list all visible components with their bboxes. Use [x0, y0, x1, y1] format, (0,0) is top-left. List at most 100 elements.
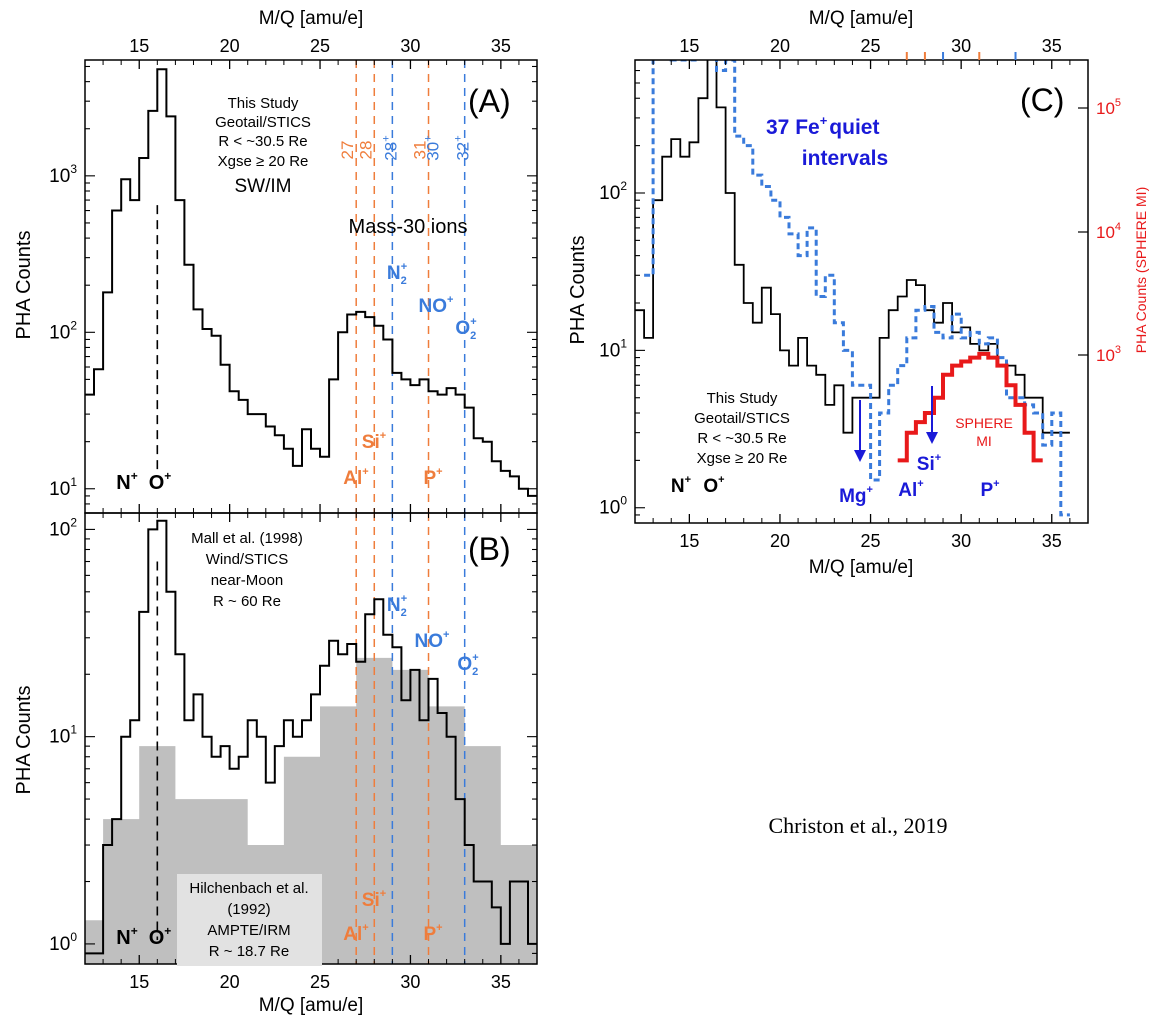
orange-line-label: 27 [338, 141, 357, 160]
y-tick-label: 101 [49, 475, 77, 500]
panel-c-axes: 15 15 20 20 25 25 30 30 35 35 100 101 102 103 104 105 [599, 36, 1121, 551]
panel-a-note-line-2: Geotail/STICS [215, 114, 311, 131]
panel-b-histogram [85, 519, 537, 955]
y-tick-label: 101 [599, 336, 627, 361]
panel-c: 15 15 20 20 25 25 30 30 35 35 100 101 102 103 104 105 M… [567, 8, 1149, 578]
panel-b: 15 20 25 30 35 100 101 102 M/Q [amu/e] PHA Coun… [13, 512, 538, 1016]
panel-a-data-layer [85, 68, 537, 497]
panel-c-note-line-1: This Study [707, 390, 778, 407]
ion-label-o2-plus: O2+ [457, 652, 478, 678]
panel-c-label: (C) [1020, 82, 1064, 118]
ion-label-o-plus: O+ [703, 474, 724, 497]
ion-label-n2-plus: N2+ [387, 593, 407, 619]
ion-label-al-plus: Al+ [898, 478, 923, 501]
panel-c-sphere-histogram [897, 351, 1043, 463]
panel-c-right-axis-title: PHA Counts (SPHERE MI) [1133, 187, 1149, 354]
ion-arrow-head [854, 450, 866, 462]
panel-a-ion-labels: N+ O+ Al+ Si+ P+ N2+ NO+O2+ [116, 261, 476, 494]
ion-arrow-head [926, 432, 938, 444]
x-tick-label: 30 [951, 531, 971, 551]
panel-a: 15 20 25 30 35 101 102 103 M/Q [amu/e] PHA Coun… [13, 8, 538, 514]
ion-label-p-plus: P+ [980, 478, 999, 501]
panel-b-gray-note-line-4: R ~ 18.7 Re [209, 943, 289, 960]
x-top-tick-label: 20 [220, 36, 240, 56]
panel-b-axes: 15 20 25 30 35 100 101 102 [49, 513, 538, 992]
panel-b-gray-note-line-2: (1992) [227, 901, 270, 918]
credit-text: Christon et al., 2019 [768, 813, 947, 838]
ion-label-o2-plus: O2+ [455, 316, 476, 342]
panel-b-gray-note-box [177, 874, 322, 966]
panel-c-sphere-label-1: SPHERE [955, 415, 1013, 431]
ion-label-p-plus: P+ [423, 922, 442, 945]
x-top-tick-label: 35 [491, 36, 511, 56]
panel-c-sphere-label-2: MI [976, 433, 992, 449]
x-top-tick-label: 15 [129, 36, 149, 56]
panel-a-label: (A) [468, 83, 511, 119]
panel-c-black-histogram [635, 60, 1070, 434]
panel-a-reference-lines [156, 60, 466, 513]
x-tick-label: 20 [220, 972, 240, 992]
panel-b-gray-note-line-1: Hilchenbach et al. [189, 880, 308, 897]
panel-c-y-axis-title: PHA Counts [567, 236, 589, 345]
orange-line-label: 28 [356, 141, 375, 160]
x-top-tick-label: 25 [310, 36, 330, 56]
ion-label-o-plus: O+ [149, 924, 172, 949]
y-tick-label: 102 [49, 515, 77, 540]
x-top-tick-label: 35 [1042, 36, 1062, 56]
orange-line-label: 31 [411, 141, 430, 160]
panel-a-top-axis-title: M/Q [amu/e] [259, 8, 364, 29]
ion-label-si-plus: Si+ [362, 430, 386, 453]
panel-a-histogram [85, 68, 537, 497]
x-tick-label: 15 [129, 972, 149, 992]
y-tick-label: 101 [49, 723, 77, 748]
x-tick-label: 25 [310, 972, 330, 992]
panel-a-mass30-label: Mass-30 ions [349, 216, 468, 238]
x-top-tick-label: 25 [861, 36, 881, 56]
x-top-tick-label: 30 [951, 36, 971, 56]
x-tick-label: 15 [679, 531, 699, 551]
panel-b-note-line-4: R ~ 60 Re [213, 593, 281, 610]
blue-line-label: 32+ [453, 135, 473, 160]
panel-c-note-line-4: Xgse ≥ 20 Re [697, 450, 788, 467]
ion-label-p-plus: P+ [423, 466, 442, 489]
right-y-tick-label: 104 [1096, 221, 1121, 242]
panel-a-line-labels: 27 28 31 28+ 30+ 32+ [338, 135, 472, 160]
panel-c-ion-labels: N+ O+ Mg+ Si+ Al+ P+ [671, 386, 1000, 507]
ion-label-al-plus: Al+ [343, 922, 368, 945]
y-tick-label: 102 [599, 179, 627, 204]
panel-b-y-axis-title: PHA Counts [13, 686, 35, 795]
x-tick-label: 20 [770, 531, 790, 551]
ion-label-si-plus: Si+ [362, 888, 386, 911]
y-tick-label: 100 [49, 930, 77, 955]
ion-label-o-plus: O+ [149, 469, 172, 494]
panel-b-ion-labels: N+ O+ Al+ Si+ P+ N2+ NO+ O2+ [116, 593, 478, 949]
x-tick-label: 30 [400, 972, 420, 992]
panel-a-y-axis-title: PHA Counts [13, 231, 35, 340]
panel-a-note-line-4: Xgse ≥ 20 Re [218, 153, 309, 170]
panel-a-note-line-3: R < ~30.5 Re [218, 133, 307, 150]
panel-b-x-axis-title: M/Q [amu/e] [259, 995, 364, 1016]
panel-b-note-line-3: near-Moon [211, 572, 284, 589]
x-tick-label: 25 [861, 531, 881, 551]
panel-c-top-axis-title: M/Q [amu/e] [809, 8, 914, 29]
panel-a-axes: 15 20 25 30 35 101 102 103 [49, 36, 538, 514]
ion-label-n-plus: N+ [116, 469, 137, 494]
fe-quiet-label: 37 Fe+quiet [766, 113, 879, 139]
ion-label-al-plus: Al+ [343, 466, 368, 489]
right-y-tick-label: 103 [1096, 344, 1121, 365]
panel-b-note-line-2: Wind/STICS [206, 551, 289, 568]
x-top-tick-label: 20 [770, 36, 790, 56]
panel-b-label: (B) [468, 531, 511, 567]
ion-label-n2-plus: N2+ [387, 261, 407, 287]
blue-line-label: 30+ [423, 135, 443, 160]
blue-line-label: 28+ [380, 135, 400, 160]
panel-b-data-layer [85, 519, 537, 955]
panel-c-fe-label: 37 Fe+quiet [766, 113, 879, 139]
panel-b-reference-lines [156, 513, 466, 964]
panel-c-note-line-3: R < ~30.5 Re [697, 430, 786, 447]
ion-label-si-plus: Si+ [917, 452, 941, 475]
y-tick-label: 103 [49, 162, 77, 187]
ion-label-mg-plus: Mg+ [839, 484, 873, 507]
right-y-tick-label: 105 [1096, 97, 1121, 118]
